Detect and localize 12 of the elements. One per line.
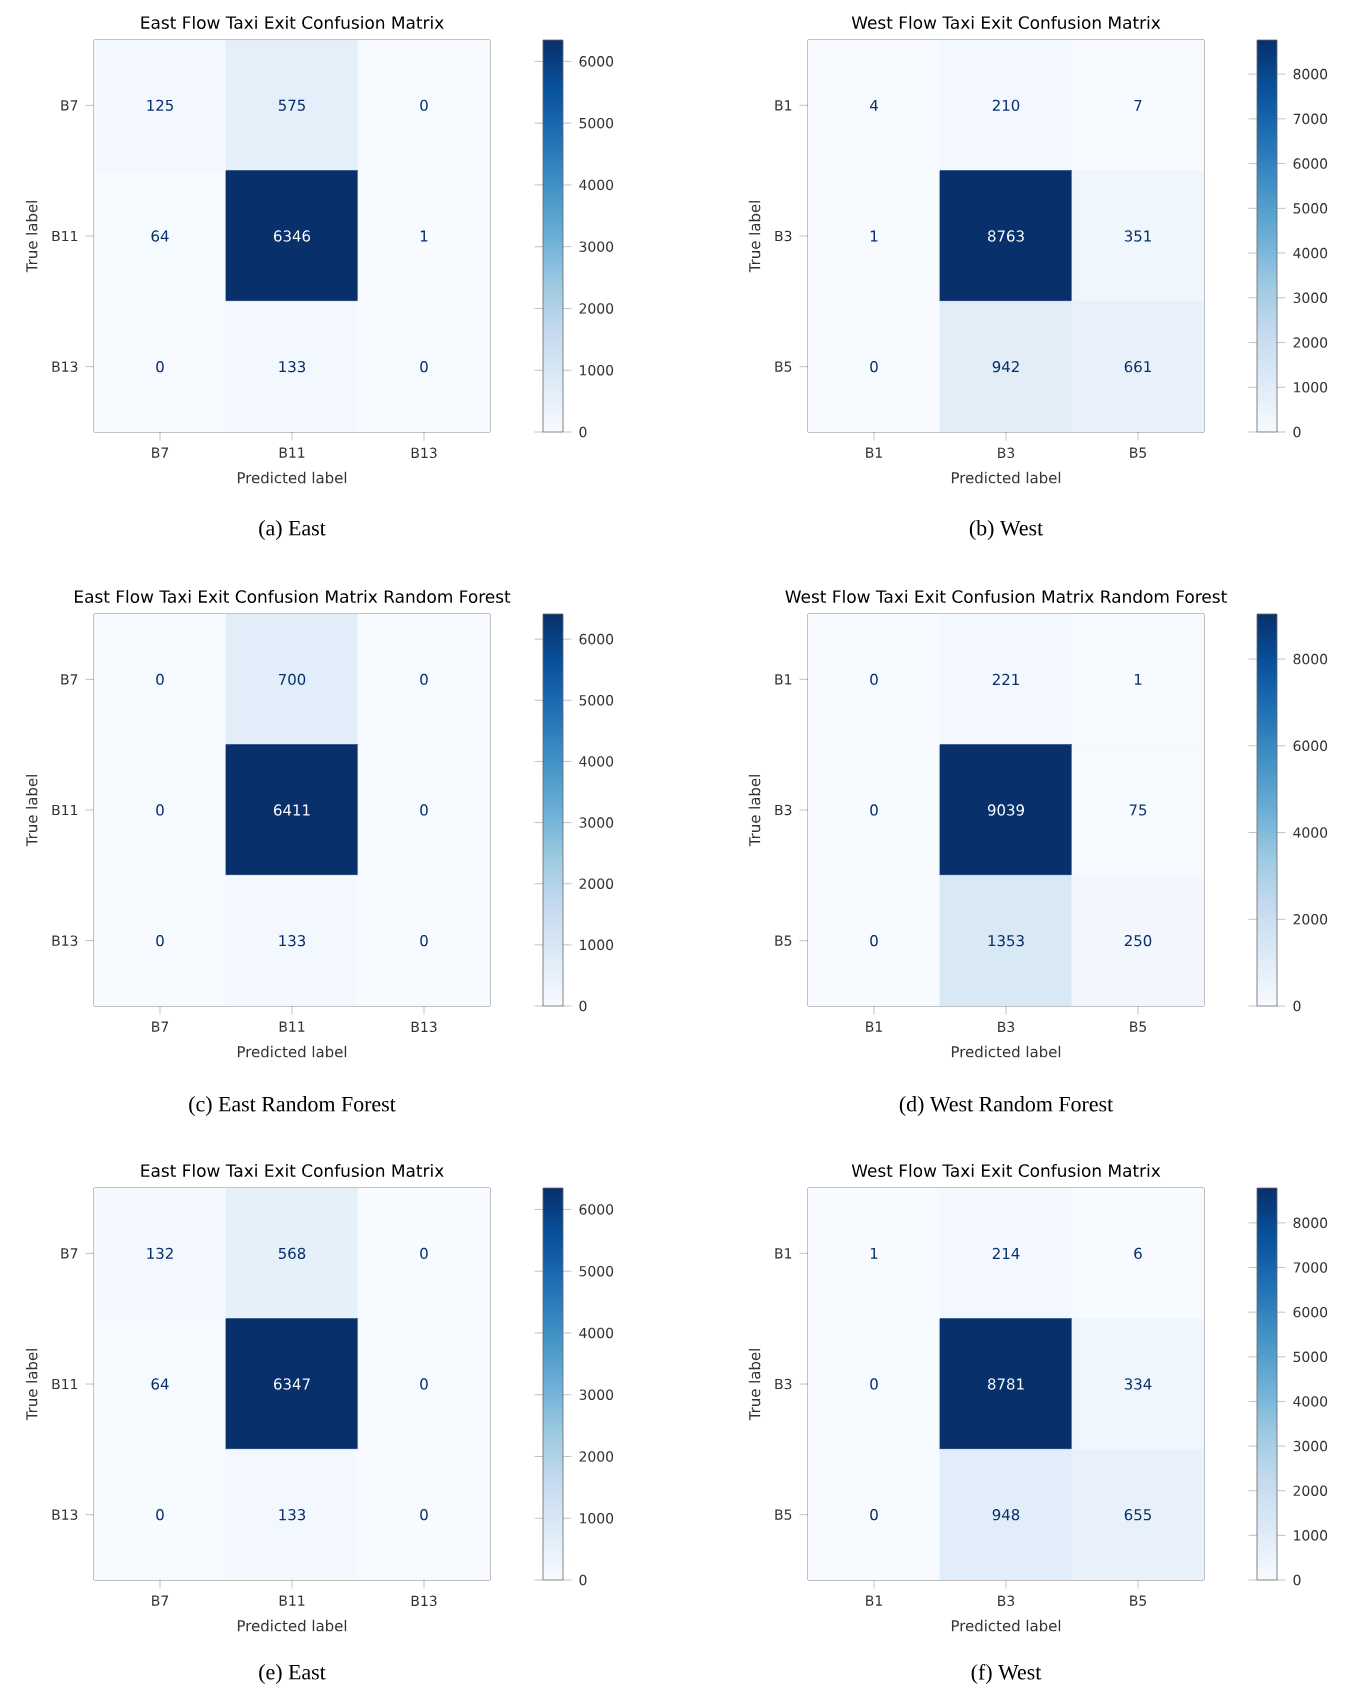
chart-title: East Flow Taxi Exit Confusion Matrix <box>141 15 444 30</box>
text: (f) West <box>971 1663 1042 1685</box>
chart-title: West Flow Taxi Exit Confusion Matrix <box>851 15 1161 30</box>
text: (a) East <box>259 520 326 540</box>
text: (c) East Random Forest <box>189 1096 396 1116</box>
text: (b) West <box>969 520 1044 540</box>
chart-title: West Flow Taxi Exit Confusion Matrix Random Forest <box>785 589 1227 604</box>
text: (e) East <box>259 1664 326 1684</box>
text: (d) West Random Forest <box>899 1096 1114 1116</box>
chart-title: East Flow Taxi Exit Confusion Matrix <box>141 1163 444 1178</box>
chart-title: East Flow Taxi Exit Confusion Matrix Random Forest <box>75 589 511 604</box>
chart-title: West Flow Taxi Exit Confusion Matrix <box>851 1163 1161 1178</box>
